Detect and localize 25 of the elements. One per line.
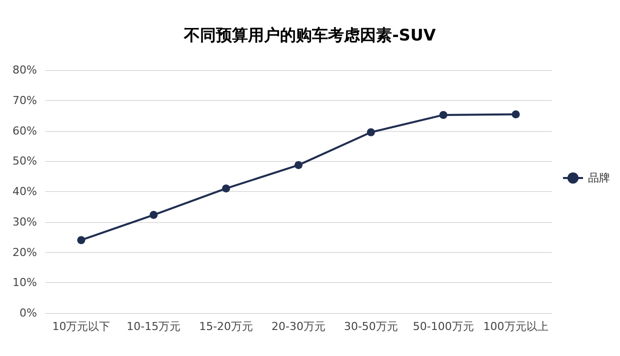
x-tick-label: 20-30万元 [272,320,326,333]
x-tick-label: 100万元以上 [483,320,548,333]
legend-label: 品牌 [588,172,610,184]
y-tick-label: 50% [12,154,37,168]
chart-title: 不同预算用户的购车考虑因素-SUV [183,26,436,44]
point [512,110,520,118]
point [366,128,375,136]
x-tick-label: 10-15万元 [126,320,181,333]
y-tick-label: 0% [20,306,37,320]
y-tick-label: 30% [12,215,37,228]
x-tick-label: 30-50万元 [344,320,398,333]
point [222,184,230,192]
point [77,236,86,244]
y-tick-label: 20% [12,246,37,259]
x-tick-label: 15-20万元 [199,320,254,333]
y-tick-label: 70% [12,94,37,107]
x-tick-label: 10万元以下 [52,320,110,333]
point [150,210,158,219]
y-tick-label: 60% [12,124,37,138]
y-tick-label: 80% [12,64,37,76]
point [439,110,448,119]
y-tick-label: 40% [12,185,37,198]
y-tick-label: 10% [12,276,37,290]
point [294,161,302,170]
x-tick-label: 50-100万元 [412,320,474,333]
